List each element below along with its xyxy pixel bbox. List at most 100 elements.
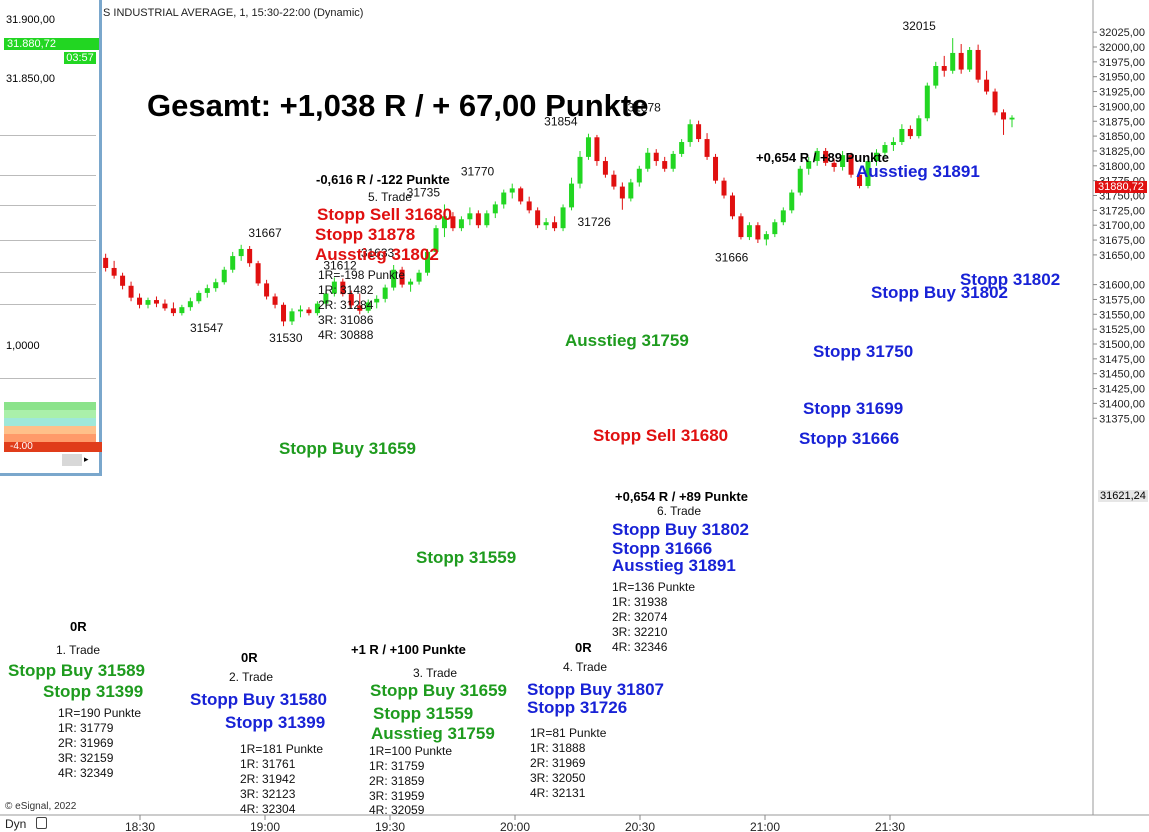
candle-body <box>721 180 727 196</box>
candle-body <box>899 128 905 143</box>
candle-body <box>611 174 617 187</box>
candle <box>374 295 380 309</box>
candle <box>433 225 439 255</box>
panel-current-price-label: 31.880,72 <box>7 38 56 50</box>
candle <box>763 231 769 246</box>
trade5-line-2: Stopp 31878 <box>315 225 416 244</box>
candle <box>416 269 422 285</box>
last-price-label: 31880,72 <box>1098 181 1144 193</box>
candle <box>153 296 159 308</box>
stopp-31559-label: Stopp 31559 <box>416 548 517 567</box>
candle-body <box>543 222 549 226</box>
candle-body <box>170 308 176 314</box>
candle-body <box>340 281 346 295</box>
candle-body <box>967 49 973 70</box>
candle <box>331 277 337 297</box>
candle <box>162 299 168 311</box>
candle <box>602 156 608 178</box>
panel-ratio: 1,0000 <box>6 340 40 352</box>
candle <box>967 47 973 72</box>
candle <box>484 210 490 228</box>
candle-body <box>1009 117 1015 120</box>
trade1-level-3: 3R: 32159 <box>58 751 114 765</box>
candle-body <box>281 304 287 322</box>
trade1-result: 0R <box>70 619 87 634</box>
panel-scroll-arrow-icon[interactable]: ▸ <box>84 454 89 464</box>
candle <box>636 165 642 187</box>
candle <box>890 137 896 151</box>
headline: Gesamt: +1,038 R / + 67,00 Punkte <box>147 88 649 123</box>
candle-body <box>992 91 998 113</box>
marker-price-tag: 31621,24 <box>1098 490 1148 502</box>
dyn-mode-button[interactable]: Dyn <box>5 817 47 831</box>
candle-body <box>619 186 625 199</box>
trade6-level-1: 1R: 31938 <box>612 595 668 609</box>
candle <box>577 150 583 189</box>
pivot-label: 31530 <box>269 331 303 345</box>
candle <box>670 150 676 172</box>
trade5-level-4: 4R: 30888 <box>318 328 374 342</box>
candle <box>238 244 244 261</box>
candle-body <box>958 52 964 70</box>
trade2-result: 0R <box>241 650 258 665</box>
price-tick-label: 31650,00 <box>1099 250 1145 262</box>
candle <box>806 156 812 175</box>
candle-body <box>323 293 329 304</box>
time-tick-label: 19:30 <box>375 820 405 832</box>
right-stop-5: Stopp 31666 <box>799 429 900 448</box>
trade4-level-0: 1R=81 Punkte <box>530 726 607 740</box>
time-tick-label: 20:30 <box>625 820 655 832</box>
panel-divider <box>0 175 96 176</box>
time-tick-label: 21:00 <box>750 820 780 832</box>
price-tick-label: 31475,00 <box>1099 354 1145 366</box>
candle-body <box>145 300 151 305</box>
candle-body <box>636 168 642 183</box>
candle-body <box>924 85 930 119</box>
trade3-level-3: 3R: 31959 <box>369 789 425 803</box>
pivot-label: 31770 <box>461 165 495 179</box>
panel-scrollbar[interactable] <box>62 454 82 466</box>
panel-divider <box>0 135 96 136</box>
trade6-line-1: Stopp Buy 31802 <box>612 520 749 539</box>
candle-body <box>450 216 456 229</box>
candle <box>179 304 185 316</box>
price-tick-label: 31500,00 <box>1099 339 1145 351</box>
candle <box>543 218 549 230</box>
trade6-level-4: 4R: 32346 <box>612 640 668 654</box>
candle-body <box>331 281 337 294</box>
candle-body <box>789 192 795 211</box>
price-tick-label: 31400,00 <box>1099 398 1145 410</box>
candle-body <box>873 152 879 162</box>
candle <box>729 192 735 220</box>
trade7-result: +0,654 R / +89 Punkte <box>756 150 889 165</box>
trade4-label: 4. Trade <box>563 660 608 674</box>
candle-body <box>162 303 168 309</box>
candle-body <box>577 156 583 184</box>
price-tick-label: 31700,00 <box>1099 220 1145 232</box>
trade4-line-2: Stopp 31726 <box>527 698 628 717</box>
price-tick-label: 31750,00 <box>1099 191 1145 203</box>
price-tick-label: 31875,00 <box>1099 116 1145 128</box>
trade5-level-0: 1R=-198 Punkte <box>318 268 406 282</box>
trade6-level-3: 3R: 32210 <box>612 625 668 639</box>
pivot-label: 31612 <box>323 258 357 272</box>
candle-body <box>297 309 303 312</box>
panel-color-bar-5 <box>4 434 96 442</box>
pivot-label: 31666 <box>715 250 749 264</box>
trade1-label: 1. Trade <box>56 643 101 657</box>
candle <box>755 222 761 244</box>
candle-body <box>399 269 405 285</box>
candle-body <box>569 183 575 208</box>
candle-body <box>916 118 922 137</box>
candle <box>865 158 871 189</box>
trade3-level-2: 2R: 31859 <box>369 774 425 788</box>
last-price-tag: 31880,72 <box>1095 181 1147 193</box>
candle <box>187 297 193 311</box>
candle <box>619 182 625 210</box>
right-stop-4: Stopp 31699 <box>803 399 904 418</box>
candle-body <box>391 269 397 288</box>
candle-body <box>814 150 820 162</box>
candle-body <box>552 222 558 229</box>
panel-price-1: 31.900,00 <box>6 14 55 26</box>
